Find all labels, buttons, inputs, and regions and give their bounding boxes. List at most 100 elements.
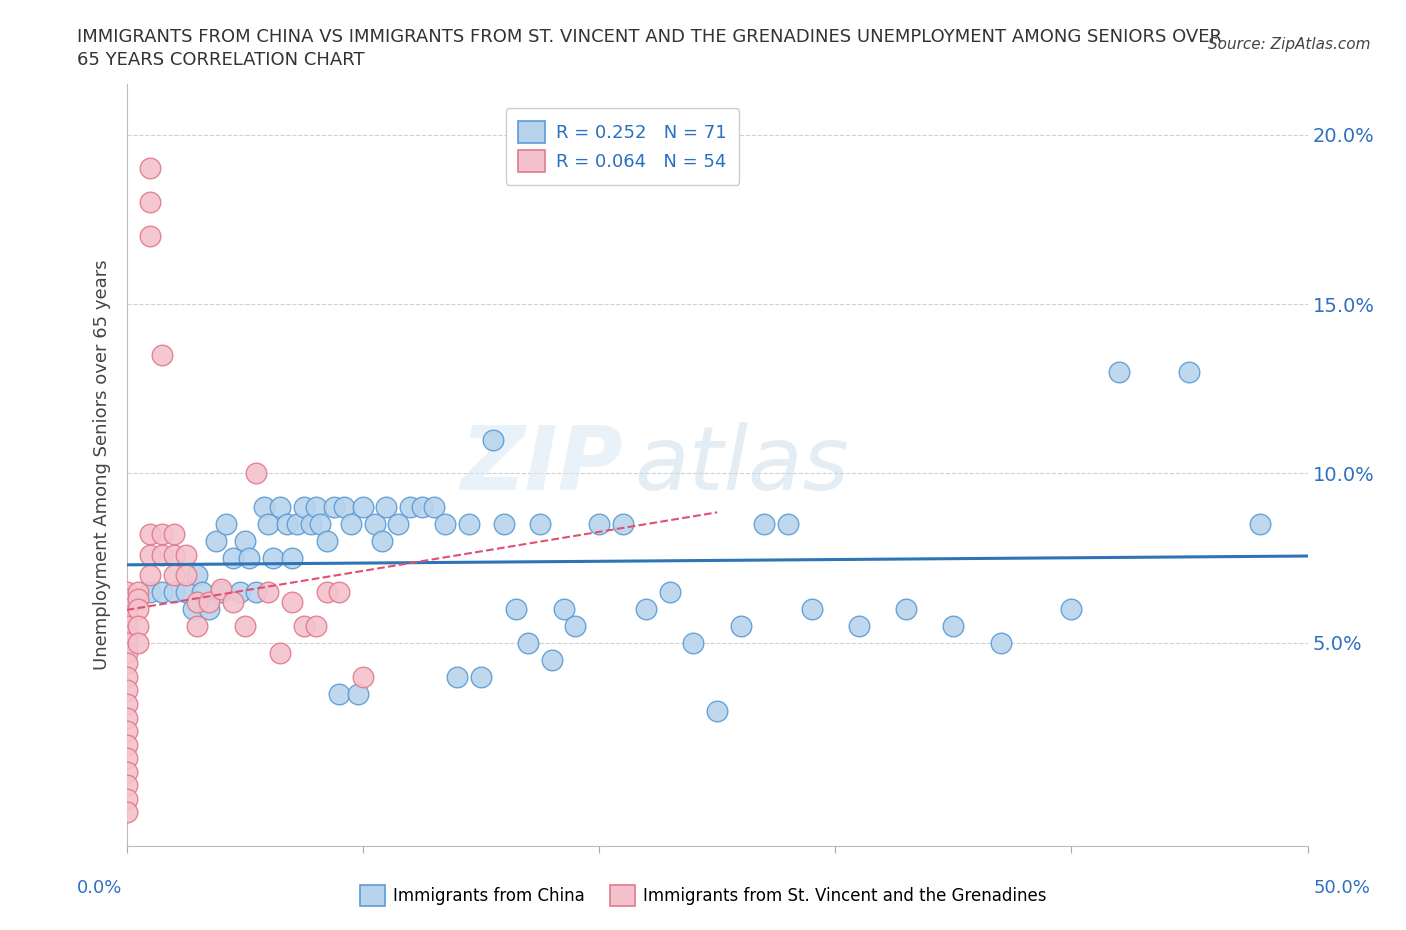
Point (494, 517, 516, 532)
Point (706, 703, 728, 718)
Point (115, 608, 138, 623)
Point (269, 645, 291, 660)
Point (245, 466, 267, 481)
Point (252, 500, 274, 515)
Point (387, 517, 409, 532)
Point (150, 348, 173, 363)
Point (139, 548, 162, 563)
Point (127, 585, 149, 600)
Point (470, 670, 492, 684)
Point (262, 551, 284, 565)
Point (730, 618, 752, 633)
Point (352, 500, 374, 515)
Point (115, 791, 138, 806)
Point (115, 629, 138, 644)
Point (163, 585, 186, 600)
Point (281, 595, 304, 610)
Point (186, 567, 208, 582)
Point (682, 635, 704, 650)
Point (181, 602, 204, 617)
Legend: R = 0.252   N = 71, R = 0.064   N = 54: R = 0.252 N = 71, R = 0.064 N = 54 (506, 108, 740, 184)
Point (222, 595, 245, 610)
Point (1108, 365, 1130, 379)
Point (529, 517, 551, 532)
Point (422, 500, 444, 515)
Point (186, 595, 208, 610)
Point (115, 683, 138, 698)
Point (434, 517, 457, 532)
Point (517, 635, 540, 650)
Point (115, 585, 138, 600)
Point (257, 585, 280, 600)
Text: ZIP: ZIP (460, 421, 623, 509)
Point (115, 602, 138, 617)
Point (115, 697, 138, 711)
Point (588, 517, 610, 532)
Point (776, 517, 799, 532)
Point (115, 724, 138, 738)
Point (198, 602, 221, 617)
Point (292, 500, 315, 515)
Point (269, 500, 291, 515)
Legend: Immigrants from China, Immigrants from St. Vincent and the Grenadines: Immigrants from China, Immigrants from S… (353, 879, 1053, 912)
Point (352, 670, 374, 684)
Point (115, 737, 138, 752)
Point (139, 229, 162, 244)
Point (198, 595, 221, 610)
Text: 65 YEARS CORRELATION CHART: 65 YEARS CORRELATION CHART (77, 51, 366, 69)
Point (316, 585, 339, 600)
Point (115, 777, 138, 792)
Point (115, 805, 138, 820)
Point (285, 517, 308, 532)
Point (446, 670, 468, 684)
Point (564, 618, 586, 633)
Point (115, 656, 138, 671)
Point (139, 195, 162, 210)
Point (323, 500, 346, 515)
Point (233, 534, 256, 549)
Point (257, 517, 280, 532)
Point (370, 534, 392, 549)
Point (163, 527, 186, 542)
Point (127, 602, 149, 617)
Point (209, 581, 232, 596)
Point (215, 517, 238, 532)
Y-axis label: Unemployment Among Seniors over 65 years: Unemployment Among Seniors over 65 years (93, 259, 111, 671)
Point (636, 602, 658, 617)
Point (222, 551, 245, 565)
Point (115, 645, 138, 660)
Point (139, 161, 162, 176)
Point (127, 635, 149, 650)
Point (163, 567, 186, 582)
Point (115, 751, 138, 765)
Text: Source: ZipAtlas.com: Source: ZipAtlas.com (1208, 37, 1371, 52)
Point (127, 618, 149, 633)
Point (458, 517, 481, 532)
Point (481, 432, 503, 447)
Point (292, 618, 315, 633)
Point (894, 602, 917, 617)
Point (375, 500, 398, 515)
Point (139, 567, 162, 582)
Point (205, 534, 228, 549)
Point (238, 551, 260, 565)
Point (299, 517, 322, 532)
Point (304, 500, 326, 515)
Point (174, 548, 197, 563)
Point (399, 500, 422, 515)
Point (942, 618, 965, 633)
Point (115, 591, 138, 606)
Point (612, 517, 634, 532)
Point (276, 517, 298, 532)
Point (658, 585, 681, 600)
Point (990, 635, 1012, 650)
Point (139, 585, 162, 600)
Point (174, 567, 197, 582)
Point (281, 551, 304, 565)
Point (139, 527, 162, 542)
Point (115, 764, 138, 779)
Point (304, 618, 326, 633)
Point (411, 500, 433, 515)
Point (340, 517, 363, 532)
Point (150, 527, 173, 542)
